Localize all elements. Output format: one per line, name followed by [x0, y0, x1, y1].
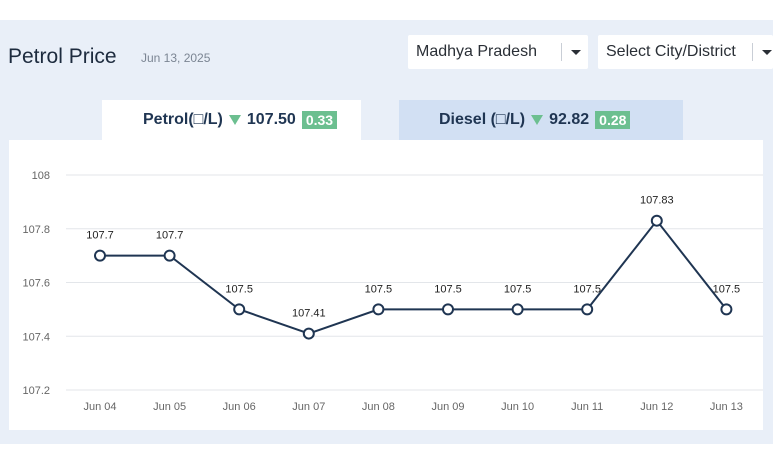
- page-title: Petrol Price: [8, 45, 117, 68]
- tab-diesel[interactable]: Diesel (□/L) 92.82 0.28: [399, 100, 683, 140]
- data-point: [302, 327, 315, 340]
- price-date: Jun 13, 2025: [141, 51, 211, 65]
- tab-diesel-price: 92.82: [549, 111, 590, 128]
- x-tick-label: Jun 08: [362, 401, 395, 413]
- price-chart: 107.2 107.4 107.6 107.8 108 Jun 04 Jun 05 Jun 0…: [9, 140, 763, 430]
- price-down-icon: [228, 115, 241, 125]
- top-strip: [0, 0, 773, 20]
- x-tick-label: Jun 04: [83, 401, 116, 413]
- tab-petrol-change-badge: 0.33: [301, 111, 338, 129]
- tab-petrol[interactable]: Petrol(□/L) 107.50 0.33: [102, 100, 361, 140]
- y-tick-label: 107.2: [22, 385, 50, 397]
- x-tick-label: Jun 11: [571, 401, 603, 413]
- data-label: 107.5: [225, 283, 253, 295]
- state-select-divider: [561, 43, 562, 61]
- data-label: 107.5: [365, 283, 393, 295]
- data-point: [372, 303, 385, 316]
- x-tick-label: Jun 05: [153, 401, 186, 413]
- data-label: 107.5: [434, 283, 462, 295]
- tab-petrol-label: Petrol(□/L): [143, 111, 223, 128]
- series-line-petrol: [100, 219, 728, 335]
- data-label: 107.5: [713, 283, 741, 295]
- tab-petrol-price: 107.50: [246, 111, 296, 128]
- state-select[interactable]: Madhya Pradesh: [408, 35, 588, 69]
- data-point: [94, 249, 106, 262]
- city-select[interactable]: Select City/District: [598, 35, 773, 69]
- tab-diesel-label: Diesel (□/L): [439, 111, 526, 128]
- city-select-divider: [752, 43, 753, 61]
- y-tick-label: 107.4: [22, 331, 50, 343]
- data-point: [511, 303, 524, 316]
- data-label: 107.83: [640, 195, 674, 207]
- x-tick-label: Jun 10: [501, 401, 534, 413]
- y-tick-label: 107.6: [22, 278, 50, 290]
- x-tick-label: Jun 07: [292, 401, 325, 413]
- data-label: 107.7: [156, 230, 184, 242]
- x-tick-label: Jun 09: [431, 401, 464, 413]
- x-tick-label: Jun 12: [640, 401, 673, 413]
- data-point: [163, 249, 176, 262]
- chevron-down-icon[interactable]: [762, 50, 772, 55]
- x-tick-label: Jun 06: [223, 401, 256, 413]
- city-select-value: Select City/District: [606, 43, 736, 60]
- data-point: [442, 303, 454, 316]
- data-label: 107.41: [292, 308, 326, 320]
- y-tick-label: 107.8: [22, 224, 50, 236]
- data-label: 107.5: [504, 283, 532, 295]
- state-select-value: Madhya Pradesh: [416, 43, 537, 60]
- data-point: [650, 214, 663, 227]
- tab-diesel-change-badge: 0.28: [595, 111, 631, 129]
- price-line-chart: 107.2 107.4 107.6 107.8 108 Jun 04 Jun 05 Jun 0…: [22, 170, 763, 413]
- data-label: 107.7: [86, 230, 114, 242]
- chevron-down-icon[interactable]: [571, 50, 581, 55]
- data-label: 107.5: [573, 283, 601, 295]
- data-point: [581, 303, 594, 316]
- data-point: [720, 303, 733, 316]
- y-tick-label: 108: [32, 170, 50, 182]
- data-point: [233, 303, 246, 316]
- price-down-icon: [531, 115, 544, 125]
- x-tick-label: Jun 13: [710, 401, 743, 413]
- bottom-strip: [0, 444, 773, 463]
